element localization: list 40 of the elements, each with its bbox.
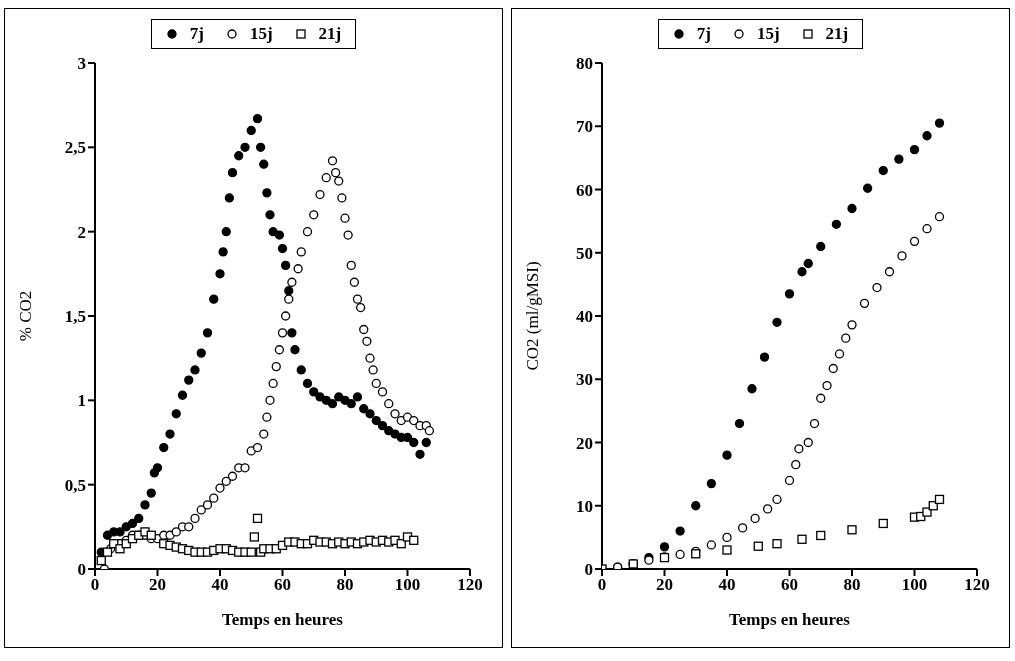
y-tick-label: 50 — [576, 243, 593, 263]
y-tick-label: 1,5 — [64, 307, 86, 327]
x-tick-label: 80 — [843, 575, 861, 595]
x-tick-label: 40 — [211, 575, 229, 595]
x-axis-title: Temps en heures — [222, 610, 344, 629]
x-tick-label: 20 — [656, 575, 673, 595]
x-tick-label: 40 — [718, 575, 736, 595]
x-tick-label: 100 — [901, 575, 928, 595]
legend-label: 15j — [249, 24, 273, 44]
x-tick-label: 80 — [336, 575, 354, 595]
y-tick-label: 80 — [576, 54, 593, 74]
y-tick-label: 30 — [576, 370, 593, 390]
y-tick-label: 60 — [576, 180, 593, 200]
y-tick-label: 10 — [576, 496, 593, 516]
legend-label: 21j — [318, 24, 342, 44]
y-tick-label: 40 — [576, 307, 593, 327]
x-tick-label: 0 — [90, 575, 100, 595]
x-axis-title: Temps en heures — [729, 610, 851, 629]
legend-label: 7j — [189, 24, 204, 44]
x-tick-label: 60 — [274, 575, 291, 595]
y-tick-label: 1 — [77, 391, 86, 411]
y-axis-title: CO2 (ml/gMSI) — [523, 261, 543, 371]
x-tick-label: 120 — [964, 575, 990, 595]
legend-label: 21j — [825, 24, 849, 44]
x-tick-label: 0 — [597, 575, 607, 595]
x-tick-label: 60 — [781, 575, 798, 595]
y-tick-label: 0 — [584, 560, 593, 580]
y-tick-label: 2 — [77, 222, 86, 242]
x-tick-label: 100 — [394, 575, 421, 595]
y-tick-label: 70 — [576, 117, 593, 137]
y-axis-title: % CO2 — [16, 290, 36, 342]
y-tick-label: 20 — [576, 433, 593, 453]
y-tick-label: 0 — [77, 560, 86, 580]
legend-label: 7j — [696, 24, 711, 44]
y-tick-label: 3 — [77, 54, 86, 74]
y-tick-label: 0,5 — [64, 475, 86, 495]
legend-label: 15j — [756, 24, 780, 44]
x-tick-label: 20 — [149, 575, 166, 595]
y-tick-label: 2,5 — [64, 138, 86, 158]
x-tick-label: 120 — [457, 575, 483, 595]
